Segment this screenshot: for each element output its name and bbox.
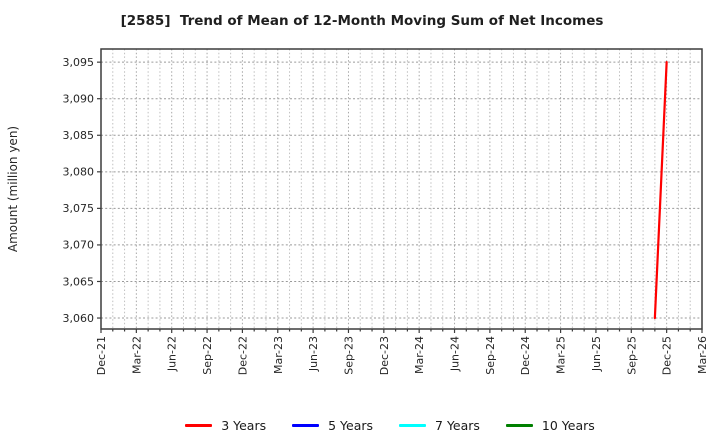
legend-label: 5 Years <box>328 417 374 433</box>
gridlines <box>101 49 702 329</box>
x-tick-labels: Dec-21 Mar-22 Jun-22 Sep-22 Dec-22 Mar-23 Jun-… <box>95 336 709 375</box>
y-tick-label: 3,075 <box>63 202 95 215</box>
x-tick-label: Sep-22 <box>201 336 214 375</box>
x-tick-label: Dec-24 <box>519 336 532 375</box>
y-axis-label: Amount (million yen) <box>6 126 20 252</box>
x-tick-label: Mar-24 <box>413 336 426 374</box>
legend: 3 Years 5 Years 7 Years 10 Years <box>60 413 720 437</box>
chart-title: [2585] Trend of Mean of 12-Month Moving … <box>120 13 604 29</box>
legend-line-swatch <box>505 423 533 427</box>
plot-frame <box>100 48 703 330</box>
x-tick-label: Jun-25 <box>590 336 603 372</box>
series-line-3-years <box>653 61 668 320</box>
x-tick-label: Mar-26 <box>696 336 709 374</box>
legend-line-swatch <box>292 423 320 427</box>
legend-item-5-years: 5 Years <box>292 418 373 433</box>
legend-line-swatch <box>399 423 427 427</box>
x-tick-label: Jun-24 <box>449 336 462 372</box>
x-tick-label: Jun-23 <box>307 336 320 372</box>
plot-area: Dec-21 Mar-22 Jun-22 Sep-22 Dec-22 Mar-23 Jun-… <box>6 48 709 375</box>
x-tick-label: Dec-22 <box>236 336 249 375</box>
y-tick-label: 3,085 <box>63 129 95 142</box>
legend-item-3-years: 3 Years <box>185 418 266 433</box>
y-tick-label: 3,090 <box>63 93 95 106</box>
y-tick-labels: 3,060 3,065 3,070 3,075 3,080 3,085 3,090 3,095 <box>63 56 95 325</box>
x-tick-label: Dec-25 <box>661 336 674 375</box>
x-tick-label: Mar-23 <box>272 336 285 374</box>
legend-label: 7 Years <box>435 417 480 433</box>
axis-ticks <box>97 61 703 333</box>
x-tick-label: Jun-22 <box>166 336 179 372</box>
x-tick-label: Sep-23 <box>342 336 355 375</box>
legend-item-10-years: 10 Years <box>505 417 595 433</box>
legend-line-swatch <box>185 423 213 427</box>
x-tick-label: Dec-23 <box>378 336 391 375</box>
legend-item-7-years: 7 Years <box>399 418 480 433</box>
x-tick-label: Sep-24 <box>484 336 497 375</box>
x-tick-label: Dec-21 <box>95 336 108 375</box>
y-tick-label: 3,060 <box>63 312 95 325</box>
legend-label: 3 Years <box>221 417 267 433</box>
y-tick-label: 3,080 <box>63 166 95 179</box>
y-tick-label: 3,070 <box>63 239 95 252</box>
legend-label: 10 Years <box>541 417 595 433</box>
y-tick-label: 3,095 <box>63 56 95 69</box>
x-tick-label: Mar-25 <box>555 336 568 374</box>
x-tick-label: Mar-22 <box>130 336 143 374</box>
x-tick-label: Sep-25 <box>625 336 638 375</box>
y-tick-label: 3,065 <box>63 275 95 288</box>
